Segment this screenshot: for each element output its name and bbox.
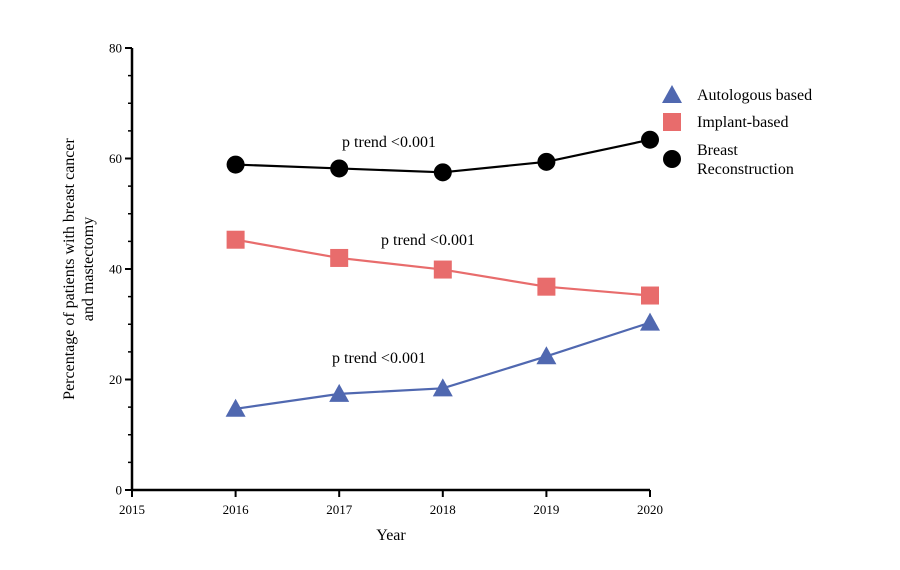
x-tick-label: 2018 (430, 502, 456, 517)
data-point (537, 152, 556, 171)
data-point (226, 155, 245, 174)
data-point (641, 286, 659, 305)
data-point (433, 260, 452, 279)
data-point (641, 130, 659, 149)
legend: Autologous based Implant-based Breast Recon… (662, 85, 812, 178)
series-layer (225, 130, 660, 417)
data-point (330, 159, 349, 178)
legend-label-line: Reconstruction (697, 161, 794, 178)
y-tick-label: 80 (109, 41, 122, 56)
y-tick-label: 40 (109, 262, 122, 277)
data-point (225, 398, 246, 417)
y-tick-label: 20 (109, 372, 122, 387)
annotations: p trend <0.001 p trend <0.001 p trend <0.0… (332, 134, 475, 367)
p-trend-annotation: p trend <0.001 (381, 232, 475, 249)
y-axis-title-line: and mastectomy (80, 217, 97, 321)
x-tick-label: 2019 (533, 502, 559, 517)
x-tick-label: 2020 (637, 502, 663, 517)
data-point (226, 230, 245, 249)
legend-item: Implant-based (663, 113, 789, 131)
legend-label-line: Breast (697, 142, 738, 159)
data-point (329, 383, 350, 402)
data-point (330, 248, 349, 267)
data-point (640, 312, 660, 331)
p-trend-annotation: p trend <0.001 (342, 134, 436, 151)
series-circle (226, 130, 659, 182)
legend-label: Autologous based (697, 87, 812, 104)
x-tick-label: 2017 (326, 502, 353, 517)
legend-swatch (662, 85, 682, 103)
data-point (433, 163, 452, 182)
legend-label: Breast Reconstruction (697, 142, 794, 178)
y-tick-label: 60 (109, 151, 122, 166)
y-axis-title: Percentage of patients with breast cance… (61, 138, 97, 400)
data-point (432, 378, 453, 397)
axes: 0 20 40 60 80 2015 2016 2017 2018 2019 2020 Year Per… (61, 41, 663, 545)
legend-item: Autologous based (662, 85, 812, 104)
legend-swatch (663, 150, 681, 168)
legend-label: Implant-based (697, 114, 789, 131)
legend-swatch (663, 113, 681, 131)
y-axis-title-line: Percentage of patients with breast cance… (61, 138, 78, 400)
y-tick-label: 0 (116, 483, 123, 498)
x-axis-title: Year (376, 527, 406, 544)
data-point (536, 346, 557, 365)
x-tick-label: 2016 (223, 502, 250, 517)
x-tick-label: 2015 (119, 502, 145, 517)
legend-item: Breast Reconstruction (663, 142, 794, 178)
series-square (226, 230, 659, 305)
data-point (537, 277, 556, 296)
series-triangle (225, 312, 660, 417)
p-trend-annotation: p trend <0.001 (332, 350, 426, 367)
